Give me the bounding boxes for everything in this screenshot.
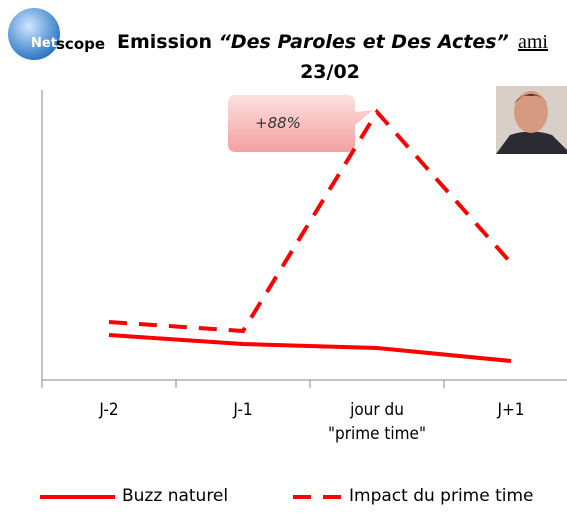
x-tick-label: J-1 bbox=[178, 398, 308, 422]
logo-text: scope bbox=[56, 35, 105, 53]
x-tick-label: jour du "prime time" bbox=[312, 398, 442, 446]
chart-title: Emission “Des Paroles et Des Actes” bbox=[117, 31, 509, 53]
legend-label: Impact du prime time bbox=[349, 486, 534, 506]
x-tick-label: J-2 bbox=[44, 398, 174, 422]
title-part: Emission bbox=[117, 31, 219, 53]
photo bbox=[496, 86, 567, 154]
chart: Net scope Emission “Des Paroles et Des A… bbox=[0, 0, 567, 513]
x-tick-label: J+1 bbox=[446, 398, 567, 422]
annotation: +88% bbox=[255, 114, 301, 132]
legend-label: Buzz naturel bbox=[122, 486, 228, 506]
logo-text: Net bbox=[31, 36, 57, 51]
title-part: “Des Paroles et Des Actes” bbox=[219, 31, 509, 53]
chart-subtitle: 23/02 bbox=[300, 61, 360, 83]
page: Net scope Emission “Des Paroles et Des A… bbox=[0, 0, 567, 513]
series-line bbox=[109, 335, 511, 361]
logo: Net scope bbox=[8, 8, 105, 60]
brand: ami bbox=[518, 31, 548, 53]
